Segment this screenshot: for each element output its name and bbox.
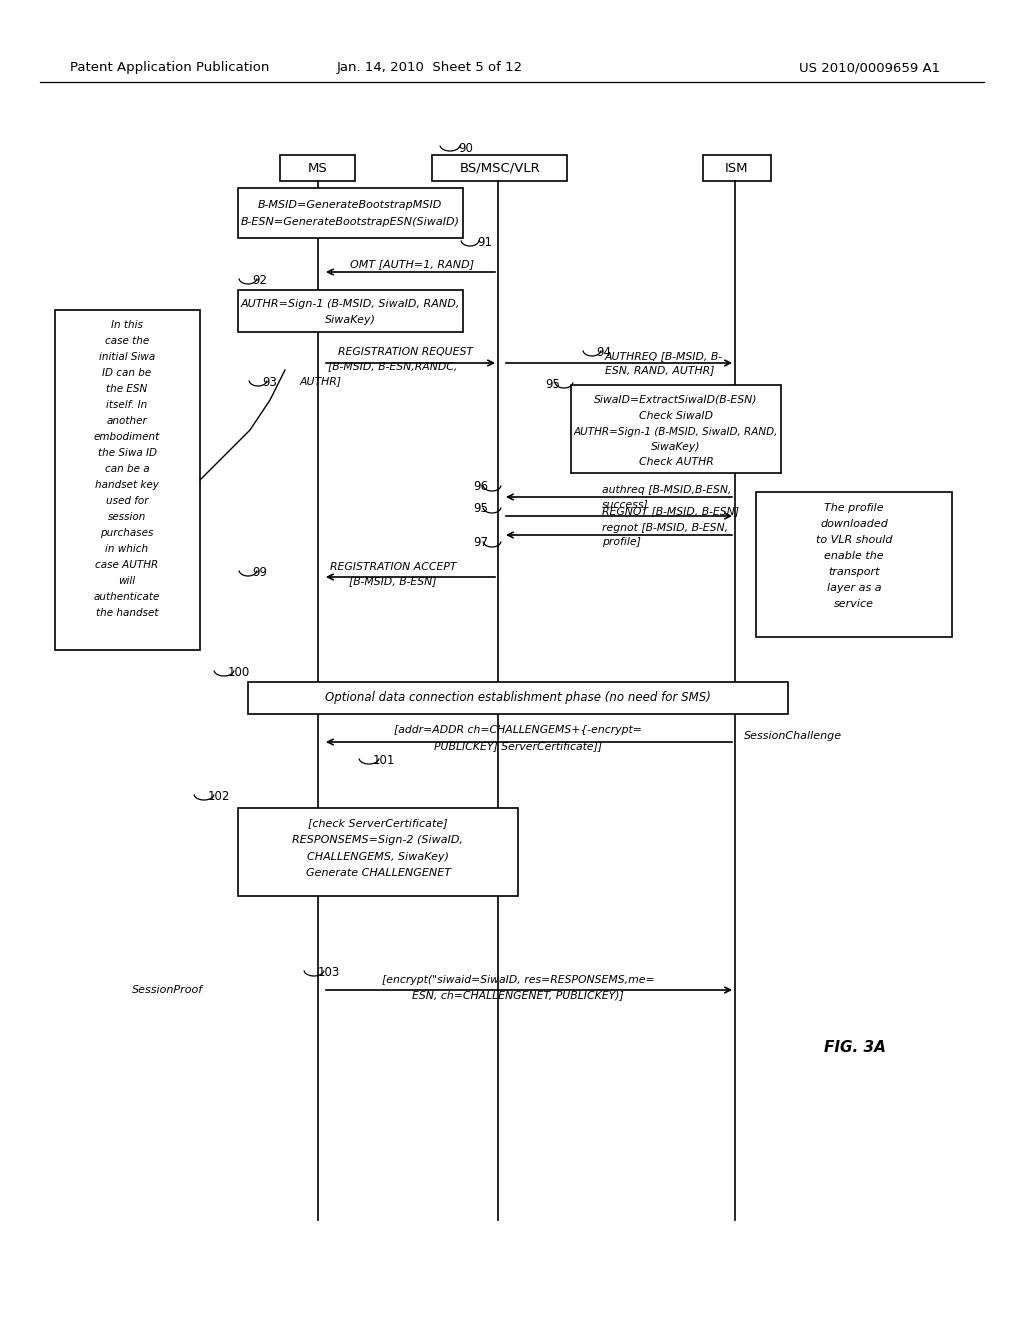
Text: SessionChallenge: SessionChallenge (744, 731, 842, 741)
Text: regnot [B-MSID, B-ESN,: regnot [B-MSID, B-ESN, (602, 523, 728, 533)
Text: FIG. 3A: FIG. 3A (824, 1040, 886, 1056)
Text: MS: MS (308, 161, 328, 174)
Text: In this: In this (111, 319, 143, 330)
Text: REGISTRATION REQUEST: REGISTRATION REQUEST (339, 347, 473, 356)
Text: purchases: purchases (100, 528, 154, 539)
Bar (248, 682, 788, 714)
Text: another: another (106, 416, 147, 426)
Text: 99: 99 (252, 565, 267, 578)
Bar (238, 808, 518, 896)
Text: [B-MSID, B-ESN]: [B-MSID, B-ESN] (349, 576, 437, 586)
Text: to VLR should: to VLR should (816, 535, 892, 545)
Bar (571, 385, 781, 473)
Text: 96: 96 (473, 480, 488, 494)
Text: US 2010/0009659 A1: US 2010/0009659 A1 (800, 62, 941, 74)
Text: success]: success] (602, 499, 649, 510)
Text: the Siwa ID: the Siwa ID (97, 447, 157, 458)
Text: 100: 100 (228, 665, 250, 678)
Text: The profile: The profile (824, 503, 884, 513)
Text: enable the: enable the (824, 550, 884, 561)
Text: the handset: the handset (96, 609, 159, 618)
Text: 102: 102 (208, 789, 230, 803)
Text: downloaded: downloaded (820, 519, 888, 529)
Text: 90: 90 (458, 141, 473, 154)
Text: Jan. 14, 2010  Sheet 5 of 12: Jan. 14, 2010 Sheet 5 of 12 (337, 62, 523, 74)
Text: session: session (108, 512, 146, 521)
Text: B-MSID=GenerateBootstrapMSID: B-MSID=GenerateBootstrapMSID (258, 201, 442, 210)
Text: 91: 91 (477, 235, 492, 248)
Text: [encrypt("siwaid=SiwaID, res=RESPONSEMS,me=: [encrypt("siwaid=SiwaID, res=RESPONSEMS,… (382, 975, 654, 985)
Text: the ESN: the ESN (106, 384, 147, 393)
Text: AUTHREQ [B-MSID, B-: AUTHREQ [B-MSID, B- (605, 351, 723, 360)
Text: 92: 92 (252, 273, 267, 286)
Text: [check ServerCertificate]: [check ServerCertificate] (308, 818, 447, 828)
Text: case AUTHR: case AUTHR (95, 560, 159, 570)
Text: 95: 95 (545, 378, 560, 391)
Text: B-ESN=GenerateBootstrapESN(SiwaID): B-ESN=GenerateBootstrapESN(SiwaID) (241, 216, 460, 227)
Text: SiwaKey): SiwaKey) (325, 315, 376, 325)
Text: SessionProof: SessionProof (132, 985, 203, 995)
Text: authreq [B-MSID,B-ESN,: authreq [B-MSID,B-ESN, (602, 484, 731, 495)
Text: 101: 101 (373, 754, 395, 767)
Text: [addr=ADDR ch=CHALLENGEMS+{-encrypt=: [addr=ADDR ch=CHALLENGEMS+{-encrypt= (394, 725, 642, 735)
Text: 103: 103 (318, 965, 340, 978)
Bar (55, 310, 200, 649)
Text: BS/MSC/VLR: BS/MSC/VLR (460, 161, 541, 174)
Bar (238, 290, 463, 333)
Text: 93: 93 (262, 375, 276, 388)
Text: Patent Application Publication: Patent Application Publication (70, 62, 269, 74)
Text: RESPONSEMS=Sign-2 (SiwaID,: RESPONSEMS=Sign-2 (SiwaID, (293, 836, 464, 845)
Text: used for: used for (105, 496, 148, 506)
Bar (432, 154, 567, 181)
Text: Check SiwaID: Check SiwaID (639, 411, 713, 421)
Text: authenticate: authenticate (94, 591, 160, 602)
Bar (703, 154, 771, 181)
Text: can be a: can be a (104, 465, 150, 474)
Bar (280, 154, 355, 181)
Text: SiwaID=ExtractSiwaID(B-ESN): SiwaID=ExtractSiwaID(B-ESN) (594, 395, 758, 405)
Text: AUTHR=Sign-1 (B-MSID, SiwaID, RAND,: AUTHR=Sign-1 (B-MSID, SiwaID, RAND, (573, 426, 778, 437)
Text: Check AUTHR: Check AUTHR (639, 457, 714, 467)
Text: 97: 97 (473, 536, 488, 549)
Text: 95: 95 (473, 503, 488, 516)
Text: [B-MSID, B-ESN,RANDC,: [B-MSID, B-ESN,RANDC, (329, 360, 458, 371)
Text: itself. In: itself. In (106, 400, 147, 411)
Bar (238, 187, 463, 238)
Text: initial Siwa: initial Siwa (99, 352, 155, 362)
Text: in which: in which (105, 544, 148, 554)
Text: layer as a: layer as a (826, 583, 882, 593)
Text: handset key: handset key (95, 480, 159, 490)
Text: Optional data connection establishment phase (no need for SMS): Optional data connection establishment p… (325, 692, 711, 705)
Text: AUTHR=Sign-1 (B-MSID, SiwaID, RAND,: AUTHR=Sign-1 (B-MSID, SiwaID, RAND, (241, 300, 460, 309)
Text: ESN, RAND, AUTHR]: ESN, RAND, AUTHR] (605, 366, 715, 375)
Text: REGISTRATION ACCEPT: REGISTRATION ACCEPT (330, 562, 457, 572)
Text: SiwaKey): SiwaKey) (651, 442, 700, 451)
Text: Generate CHALLENGENET: Generate CHALLENGENET (305, 869, 451, 878)
Text: ID can be: ID can be (102, 368, 152, 378)
Text: embodiment: embodiment (94, 432, 160, 442)
Text: will: will (119, 576, 135, 586)
Text: REGNOT [B-MSID, B-ESN]: REGNOT [B-MSID, B-ESN] (602, 506, 739, 516)
Text: ESN, ch=CHALLENGENET, PUBLICKEY)]: ESN, ch=CHALLENGENET, PUBLICKEY)] (412, 990, 624, 1001)
Text: PUBLICKEY] ServerCertificate]]: PUBLICKEY] ServerCertificate]] (434, 741, 602, 751)
Text: service: service (834, 599, 874, 609)
Text: AUTHR]: AUTHR] (300, 376, 342, 385)
Text: ISM: ISM (725, 161, 749, 174)
Text: 94: 94 (596, 346, 611, 359)
Text: case the: case the (104, 337, 150, 346)
Bar (756, 492, 952, 638)
Text: CHALLENGEMS, SiwaKey): CHALLENGEMS, SiwaKey) (307, 851, 449, 862)
Text: OMT [AUTH=1, RAND]: OMT [AUTH=1, RAND] (350, 259, 474, 269)
Text: profile]: profile] (602, 537, 641, 546)
Text: transport: transport (828, 568, 880, 577)
